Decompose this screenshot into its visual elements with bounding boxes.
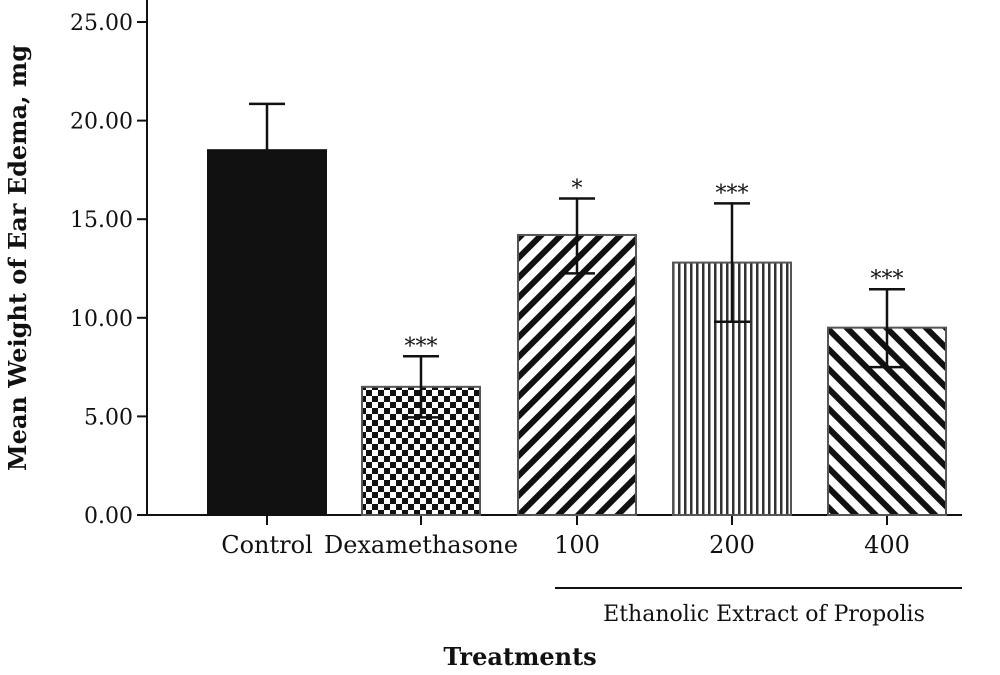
x-tick-label: Control: [221, 531, 313, 559]
bar: [207, 149, 327, 516]
y-tick-label: 25.00: [70, 11, 133, 36]
error-bars: [249, 102, 905, 419]
x-tick-label: Dexamethasone: [324, 531, 518, 559]
significance-marker: ***: [871, 267, 904, 292]
significance-marker: ***: [716, 181, 749, 206]
bars: [207, 149, 947, 517]
bar: [361, 385, 481, 516]
y-axis: 0.00 5.00 10.00 15.00 20.00 25.00: [70, 0, 148, 529]
x-tick-label: 400: [864, 531, 910, 559]
x-tick-label: 100: [554, 531, 600, 559]
significance-marker: *: [572, 176, 583, 201]
y-tick-label: 5.00: [84, 405, 133, 430]
bar: [517, 233, 637, 516]
x-axis: Control Dexamethasone 100 200 400: [147, 514, 962, 559]
y-tick-label: 10.00: [70, 307, 133, 332]
y-tick-label: 20.00: [70, 110, 133, 135]
significance-markers: **** ******: [405, 176, 904, 359]
x-axis-title: Treatments: [443, 642, 596, 671]
x-tick-label: 200: [709, 531, 755, 559]
y-tick-label: 0.00: [84, 504, 133, 529]
y-tick-label: 15.00: [70, 208, 133, 233]
group-label: Ethanolic Extract of Propolis: [603, 602, 925, 627]
significance-marker: ***: [405, 334, 438, 359]
y-axis-title: Mean Weight of Ear Edema, mg: [3, 45, 32, 471]
